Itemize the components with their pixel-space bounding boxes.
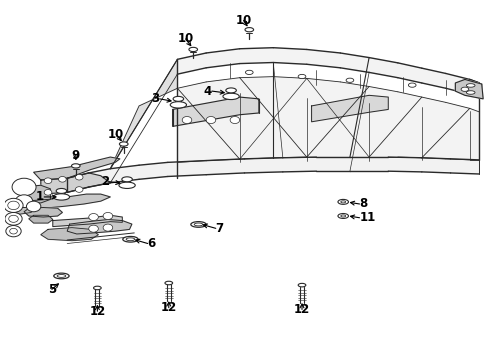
Polygon shape xyxy=(110,59,177,169)
Circle shape xyxy=(26,201,41,212)
Polygon shape xyxy=(177,48,478,98)
Text: 6: 6 xyxy=(147,237,156,250)
Polygon shape xyxy=(67,220,132,234)
Circle shape xyxy=(44,178,52,184)
Circle shape xyxy=(16,195,33,207)
Text: 12: 12 xyxy=(293,303,309,316)
Ellipse shape xyxy=(337,199,348,204)
Ellipse shape xyxy=(122,237,138,242)
Circle shape xyxy=(5,212,22,225)
Circle shape xyxy=(230,117,239,123)
Polygon shape xyxy=(53,215,122,226)
Polygon shape xyxy=(24,207,62,217)
Polygon shape xyxy=(29,215,53,223)
Circle shape xyxy=(103,212,112,220)
Circle shape xyxy=(206,117,215,123)
Circle shape xyxy=(12,178,36,196)
Polygon shape xyxy=(21,185,50,203)
Circle shape xyxy=(59,189,66,194)
Ellipse shape xyxy=(225,88,236,93)
Ellipse shape xyxy=(164,281,172,285)
Ellipse shape xyxy=(194,223,203,226)
Ellipse shape xyxy=(93,286,101,290)
Polygon shape xyxy=(177,77,478,162)
Polygon shape xyxy=(471,81,481,97)
Ellipse shape xyxy=(407,83,415,87)
Ellipse shape xyxy=(126,238,135,241)
Ellipse shape xyxy=(122,177,132,182)
Ellipse shape xyxy=(188,48,197,51)
Polygon shape xyxy=(11,201,34,214)
Text: 12: 12 xyxy=(89,305,105,318)
Polygon shape xyxy=(41,173,110,194)
Circle shape xyxy=(89,225,98,232)
Ellipse shape xyxy=(346,78,353,82)
Circle shape xyxy=(75,187,83,192)
Text: 2: 2 xyxy=(101,175,109,188)
Text: 4: 4 xyxy=(203,85,211,98)
Ellipse shape xyxy=(337,213,348,219)
Text: 1: 1 xyxy=(36,190,44,203)
Ellipse shape xyxy=(119,142,128,146)
Ellipse shape xyxy=(245,70,253,75)
Polygon shape xyxy=(311,95,387,122)
Polygon shape xyxy=(67,157,478,192)
Text: 5: 5 xyxy=(48,283,56,296)
Text: 12: 12 xyxy=(161,301,177,314)
Text: 8: 8 xyxy=(359,198,367,211)
Ellipse shape xyxy=(71,164,80,168)
Ellipse shape xyxy=(57,275,65,277)
Polygon shape xyxy=(172,97,258,126)
Polygon shape xyxy=(454,80,482,99)
Circle shape xyxy=(89,213,98,221)
Ellipse shape xyxy=(340,201,345,203)
Ellipse shape xyxy=(298,283,305,287)
Circle shape xyxy=(59,176,66,182)
Ellipse shape xyxy=(173,96,183,101)
Ellipse shape xyxy=(340,215,345,217)
Ellipse shape xyxy=(53,194,69,200)
Polygon shape xyxy=(41,228,98,241)
Circle shape xyxy=(4,198,23,212)
Text: 7: 7 xyxy=(215,222,224,235)
Circle shape xyxy=(103,224,112,231)
Text: 9: 9 xyxy=(72,149,80,162)
Circle shape xyxy=(10,228,17,234)
Ellipse shape xyxy=(460,87,468,91)
Text: 10: 10 xyxy=(108,128,124,141)
Text: 3: 3 xyxy=(151,93,160,105)
Polygon shape xyxy=(34,157,120,180)
Text: 11: 11 xyxy=(359,211,375,224)
Ellipse shape xyxy=(190,222,206,227)
Ellipse shape xyxy=(223,93,239,100)
Circle shape xyxy=(44,189,52,195)
Text: 10: 10 xyxy=(235,14,251,27)
Polygon shape xyxy=(24,194,110,208)
Ellipse shape xyxy=(56,189,66,193)
Ellipse shape xyxy=(466,84,474,87)
Text: 10: 10 xyxy=(177,32,193,45)
Ellipse shape xyxy=(54,273,69,279)
Ellipse shape xyxy=(170,102,186,108)
Ellipse shape xyxy=(244,28,253,32)
Circle shape xyxy=(8,201,19,210)
Ellipse shape xyxy=(298,75,305,78)
Circle shape xyxy=(9,215,18,222)
Ellipse shape xyxy=(119,182,135,189)
Circle shape xyxy=(75,174,83,180)
Circle shape xyxy=(182,117,191,123)
Ellipse shape xyxy=(466,91,474,94)
Polygon shape xyxy=(469,80,478,98)
Circle shape xyxy=(6,225,21,237)
